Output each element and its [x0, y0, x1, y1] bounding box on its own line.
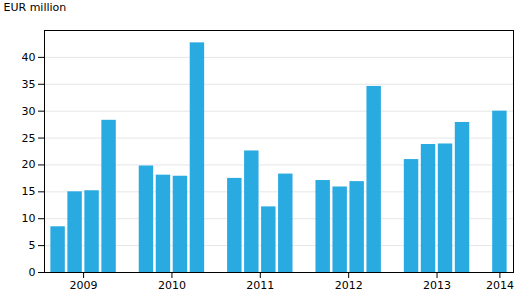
svg-text:EUR million: EUR million	[4, 1, 67, 14]
svg-text:2014: 2014	[486, 279, 514, 292]
svg-text:10: 10	[22, 212, 36, 225]
svg-text:35: 35	[22, 78, 36, 91]
svg-text:30: 30	[22, 105, 36, 118]
svg-text:2012: 2012	[335, 279, 363, 292]
svg-text:40: 40	[22, 51, 36, 64]
svg-text:2013: 2013	[423, 279, 451, 292]
svg-text:15: 15	[22, 185, 36, 198]
svg-text:20: 20	[22, 158, 36, 171]
svg-text:2009: 2009	[70, 279, 98, 292]
svg-text:5: 5	[29, 239, 36, 252]
svg-text:2010: 2010	[158, 279, 186, 292]
svg-text:25: 25	[22, 132, 36, 145]
svg-text:0: 0	[29, 266, 36, 279]
svg-text:2011: 2011	[246, 279, 274, 292]
